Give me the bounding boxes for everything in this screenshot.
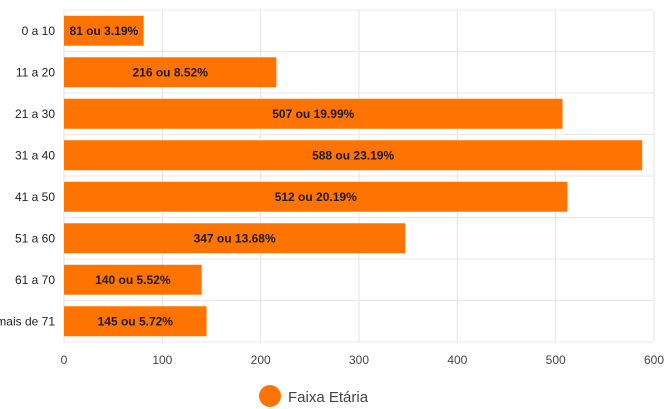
grid-lines — [63, 9, 655, 343]
category-label-3: 31 a 40 — [15, 148, 55, 162]
category-label-7: mais de 71 — [0, 314, 55, 328]
bar-2[interactable] — [64, 98, 563, 129]
category-label-2: 21 a 30 — [15, 107, 55, 121]
legend-swatch[interactable] — [259, 385, 281, 407]
x-tick-label-600: 600 — [644, 353, 664, 367]
data-label-2: 507 ou 19.99% — [272, 107, 354, 121]
x-axis-ticks: 0 100 200 300 400 500 600 — [61, 353, 665, 367]
data-label-5: 347 ou 13.68% — [194, 231, 276, 245]
x-tick-label-200: 200 — [251, 353, 271, 367]
data-label-6: 140 ou 5.52% — [95, 273, 171, 287]
bar-1[interactable] — [64, 57, 277, 88]
bar-3[interactable] — [64, 140, 643, 171]
bar-0[interactable] — [64, 15, 144, 46]
x-tick-label-100: 100 — [152, 353, 172, 367]
x-tick-label-400: 400 — [447, 353, 467, 367]
data-label-1: 216 ou 8.52% — [133, 65, 209, 79]
x-tick-label-0: 0 — [61, 353, 68, 367]
category-label-1: 11 a 20 — [16, 65, 55, 79]
bar-4[interactable] — [64, 181, 568, 212]
category-labels: 0 a 10 11 a 20 21 a 30 31 a 40 41 a 50 51 a 6… — [0, 24, 55, 329]
data-label-7: 145 ou 5.72% — [98, 314, 174, 328]
bar-7[interactable] — [64, 306, 207, 337]
data-label-0: 81 ou 3.19% — [69, 24, 138, 38]
bars — [64, 15, 643, 337]
category-label-4: 41 a 50 — [15, 190, 55, 204]
legend-label[interactable]: Faixa Etária — [288, 389, 369, 406]
legend[interactable]: Faixa Etária — [259, 385, 369, 407]
data-labels: 81 ou 3.19% 216 ou 8.52% 507 ou 19.99% 588 … — [69, 24, 394, 329]
category-label-5: 51 a 60 — [15, 231, 55, 245]
data-label-4: 512 ou 20.19% — [275, 190, 357, 204]
category-label-0: 0 a 10 — [22, 24, 56, 38]
bar-6[interactable] — [64, 264, 202, 295]
category-label-6: 61 a 70 — [15, 273, 55, 287]
data-label-3: 588 ou 23.19% — [312, 148, 394, 162]
bar-5[interactable] — [64, 223, 406, 254]
x-tick-label-500: 500 — [546, 353, 566, 367]
x-tick-label-300: 300 — [349, 353, 369, 367]
